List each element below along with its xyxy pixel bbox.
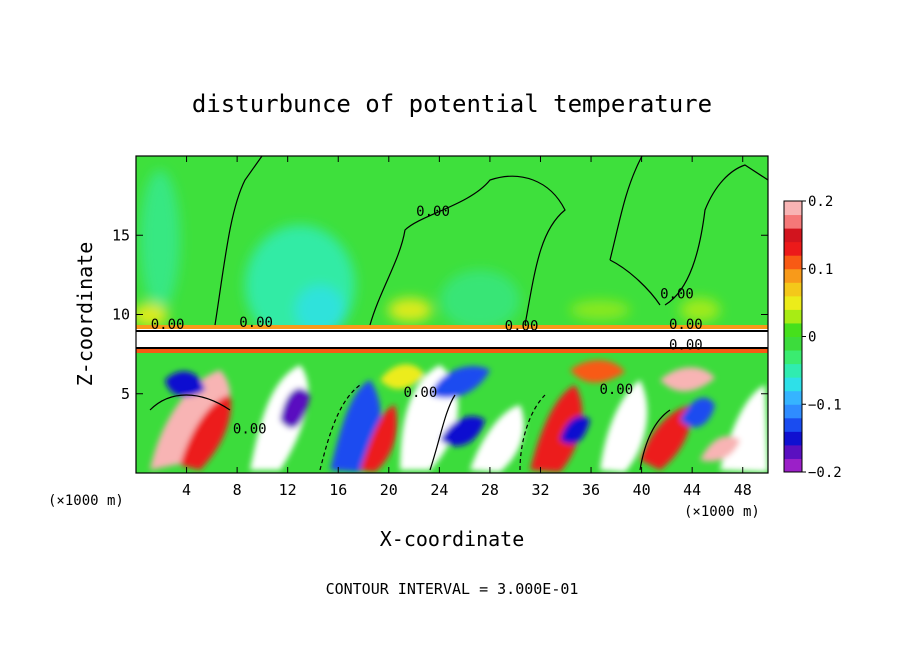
colorbar-segment xyxy=(784,336,802,351)
contour-label: 0.00 xyxy=(669,317,703,333)
x-tick-label: 36 xyxy=(582,481,600,499)
x-tick-label: 44 xyxy=(683,481,701,499)
x-tick-label: 8 xyxy=(233,481,242,499)
colorbar-segment xyxy=(784,458,802,473)
colorbar-tick-label: −0.1 xyxy=(808,397,842,413)
colorbar-segment xyxy=(784,255,802,270)
colorbar-tick-label: 0.2 xyxy=(808,194,833,210)
x-unit-right: (×1000 m) xyxy=(684,504,760,520)
contour-label: 0.00 xyxy=(239,315,273,331)
colorbar-segment xyxy=(784,214,802,229)
x-tick-label: 20 xyxy=(380,481,398,499)
x-tick-label: 28 xyxy=(481,481,499,499)
x-tick-label: 48 xyxy=(734,481,752,499)
x-tick-label: 32 xyxy=(531,481,549,499)
plot-area xyxy=(136,156,768,473)
contour-label: 0.00 xyxy=(233,421,267,437)
contour-lines xyxy=(149,156,768,471)
colorbar-tick-label: 0.1 xyxy=(808,262,833,278)
colorbar-segment xyxy=(784,363,802,378)
y-tick-label: 15 xyxy=(112,226,130,244)
x-tick-label: 12 xyxy=(279,481,297,499)
colorbar-segment xyxy=(784,201,802,216)
x-tick-label: 24 xyxy=(430,481,448,499)
colorbar-segment xyxy=(784,390,802,405)
colorbar-segment xyxy=(784,417,802,432)
x-axis: 4 8 12 16 20 24 28 32 36 40 44 48 xyxy=(182,156,752,499)
chart-title: disturbunce of potential temperature xyxy=(192,90,712,118)
y-axis: 5 10 15 xyxy=(112,226,768,403)
colorbar-segment xyxy=(784,282,802,297)
contour-label: 0.00 xyxy=(404,385,438,401)
y-tick-label: 10 xyxy=(112,306,130,324)
colorbar-segment xyxy=(784,431,802,446)
colorbar: 0.2 0.1 0 −0.1 −0.2 xyxy=(783,194,842,481)
x-tick-label: 16 xyxy=(329,481,347,499)
colorbar-segment xyxy=(784,295,802,310)
x-axis-label: X-coordinate xyxy=(380,527,525,551)
contour-label: 0.00 xyxy=(416,204,450,220)
contour-label: 0.00 xyxy=(505,318,539,334)
colorbar-tick-label: −0.2 xyxy=(808,465,842,481)
lower-blobs xyxy=(150,360,768,472)
y-tick-label: 5 xyxy=(121,385,130,403)
x-tick-label: 40 xyxy=(633,481,651,499)
x-tick-label: 4 xyxy=(182,481,191,499)
contour-label: 0.00 xyxy=(599,382,633,398)
contour-label: 0.00 xyxy=(660,287,694,303)
colorbar-segment xyxy=(784,444,802,459)
contour-interval-note: CONTOUR INTERVAL = 3.000E-01 xyxy=(326,580,579,598)
colorbar-segment xyxy=(784,228,802,243)
colorbar-tick-label: 0 xyxy=(808,330,816,346)
y-axis-label: Z-coordinate xyxy=(73,242,97,387)
colorbar-segment xyxy=(784,322,802,337)
colorbar-segment xyxy=(784,404,802,419)
colorbar-segment xyxy=(784,241,802,256)
x-unit-left: (×1000 m) xyxy=(48,493,124,509)
contour-label: 0.00 xyxy=(669,337,703,353)
upper-field xyxy=(136,170,720,345)
contour-label: 0.00 xyxy=(151,317,185,333)
colorbar-segment xyxy=(784,309,802,324)
colorbar-segment xyxy=(784,377,802,392)
colorbar-segment xyxy=(784,268,802,283)
colorbar-segment xyxy=(784,350,802,365)
contour-labels: 0.00 0.00 0.00 0.00 0.00 0.00 0.00 0.00 0.00 0.00 xyxy=(151,204,703,437)
